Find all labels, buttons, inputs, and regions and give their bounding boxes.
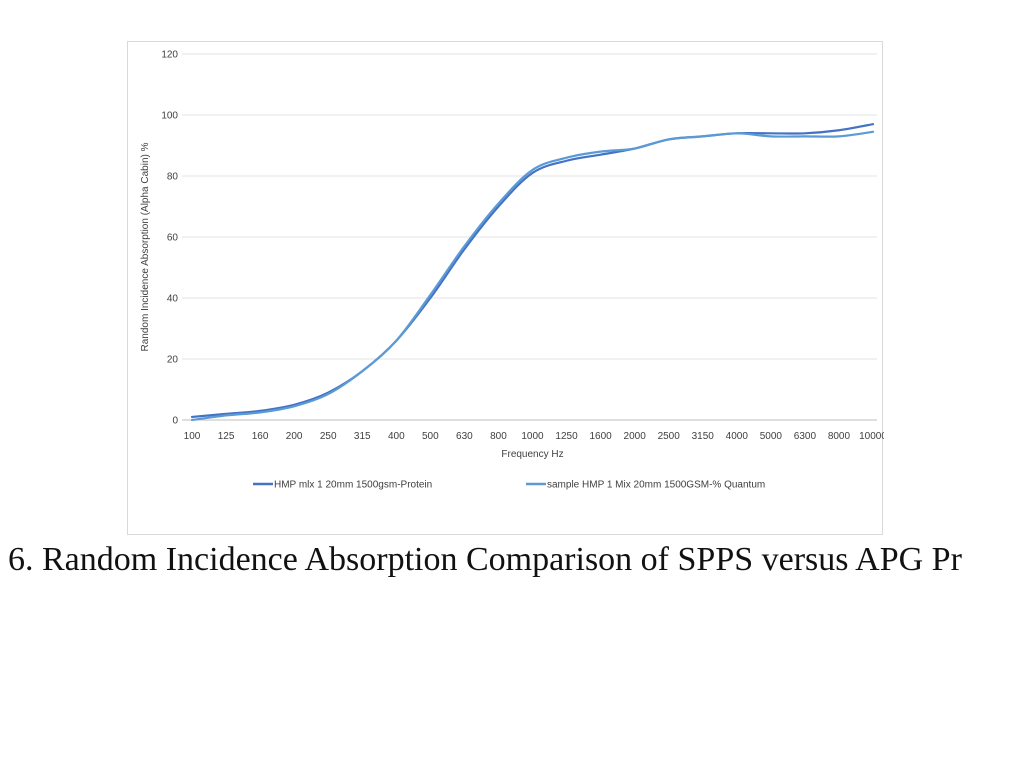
legend: HMP mlx 1 20mm 1500gsm-Protein sample HMP… bbox=[253, 480, 765, 491]
x-tick-label: 5000 bbox=[760, 431, 783, 442]
x-tick-label: 1000 bbox=[521, 431, 544, 442]
chart-frame: 0 20 40 60 80 100 120 100 125 160 200 250 315 400 500… bbox=[127, 41, 884, 535]
figure-caption: 6. Random Incidence Absorption Compariso… bbox=[8, 541, 962, 578]
y-tick-label: 0 bbox=[172, 416, 178, 427]
y-tick-label: 60 bbox=[167, 233, 179, 244]
legend-label-1: HMP mlx 1 20mm 1500gsm-Protein bbox=[274, 480, 432, 491]
x-tick-label: 800 bbox=[490, 431, 507, 442]
x-tick-label: 6300 bbox=[794, 431, 817, 442]
x-axis-title: Frequency Hz bbox=[501, 449, 563, 460]
x-tick-label: 125 bbox=[218, 431, 235, 442]
x-tick-label: 160 bbox=[252, 431, 269, 442]
y-tick-labels: 0 20 40 60 80 100 120 bbox=[161, 50, 178, 427]
series-line-1 bbox=[190, 123, 875, 419]
y-axis-title: Random Incidence Absorption (Alpha Cabin… bbox=[140, 142, 151, 351]
y-tick-label: 100 bbox=[161, 111, 178, 122]
x-tick-label: 250 bbox=[320, 431, 337, 442]
x-tick-label: 400 bbox=[388, 431, 405, 442]
x-tick-label: 500 bbox=[422, 431, 439, 442]
y-tick-label: 20 bbox=[167, 355, 179, 366]
x-tick-label: 630 bbox=[456, 431, 473, 442]
y-tick-label: 40 bbox=[167, 294, 179, 305]
series-line-2 bbox=[190, 130, 875, 422]
x-tick-label: 1250 bbox=[555, 431, 578, 442]
x-tick-label: 8000 bbox=[828, 431, 851, 442]
y-tick-label: 80 bbox=[167, 172, 179, 183]
x-tick-label: 1600 bbox=[589, 431, 612, 442]
x-tick-label: 315 bbox=[354, 431, 371, 442]
series-lines bbox=[190, 123, 875, 422]
x-tick-label: 100 bbox=[184, 431, 201, 442]
x-tick-label: 200 bbox=[286, 431, 303, 442]
absorption-line-chart: 0 20 40 60 80 100 120 100 125 160 200 250 315 400 500… bbox=[140, 50, 884, 491]
x-tick-label: 2000 bbox=[624, 431, 647, 442]
legend-label-2: sample HMP 1 Mix 20mm 1500GSM-% Quantum bbox=[547, 480, 765, 491]
x-tick-label: 3150 bbox=[692, 431, 715, 442]
x-tick-label: 4000 bbox=[726, 431, 749, 442]
x-tick-labels: 100 125 160 200 250 315 400 500 630 800 1000 1250 16… bbox=[184, 431, 884, 442]
x-tick-label: 10000 bbox=[859, 431, 884, 442]
x-tick-label: 2500 bbox=[658, 431, 681, 442]
y-tick-label: 120 bbox=[161, 50, 178, 61]
gridlines bbox=[182, 53, 877, 421]
